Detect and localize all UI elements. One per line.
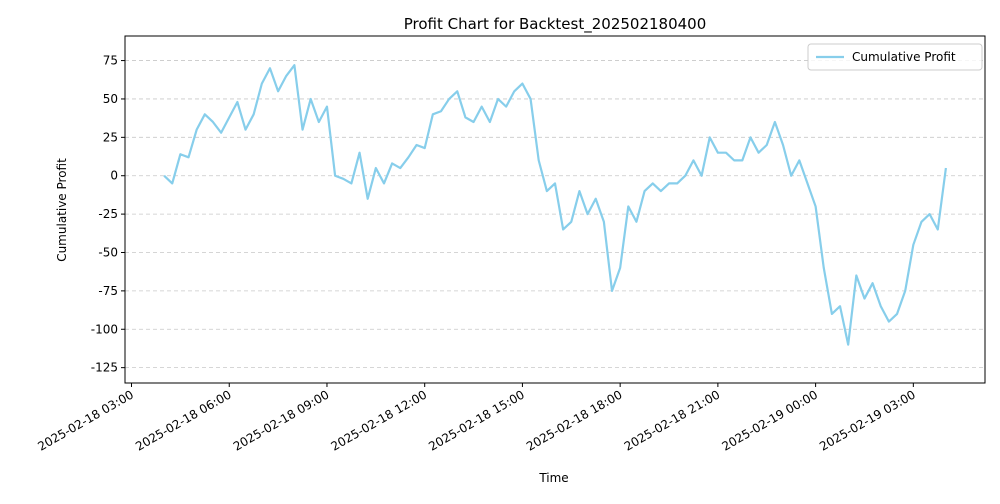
y-tick-label: 75 xyxy=(103,54,118,68)
y-tick-label: -75 xyxy=(98,284,118,298)
y-tick-label: -50 xyxy=(98,245,118,259)
y-tick-label: 0 xyxy=(110,169,118,183)
line-series xyxy=(163,64,948,346)
y-axis-label: Cumulative Profit xyxy=(55,158,69,262)
legend-box xyxy=(807,43,983,71)
legend-label: Cumulative Profit xyxy=(852,50,956,64)
chart-title: Profit Chart for Backtest_202502180400 xyxy=(404,15,707,34)
y-tick-label: -125 xyxy=(91,361,118,375)
axes-frame xyxy=(124,35,986,384)
y-tick-label: -25 xyxy=(98,207,118,221)
y-tick-label: -100 xyxy=(91,322,118,336)
x-axis-label: Time xyxy=(538,471,568,485)
y-tick-label: 25 xyxy=(103,130,118,144)
y-tick-label: 50 xyxy=(103,92,118,106)
